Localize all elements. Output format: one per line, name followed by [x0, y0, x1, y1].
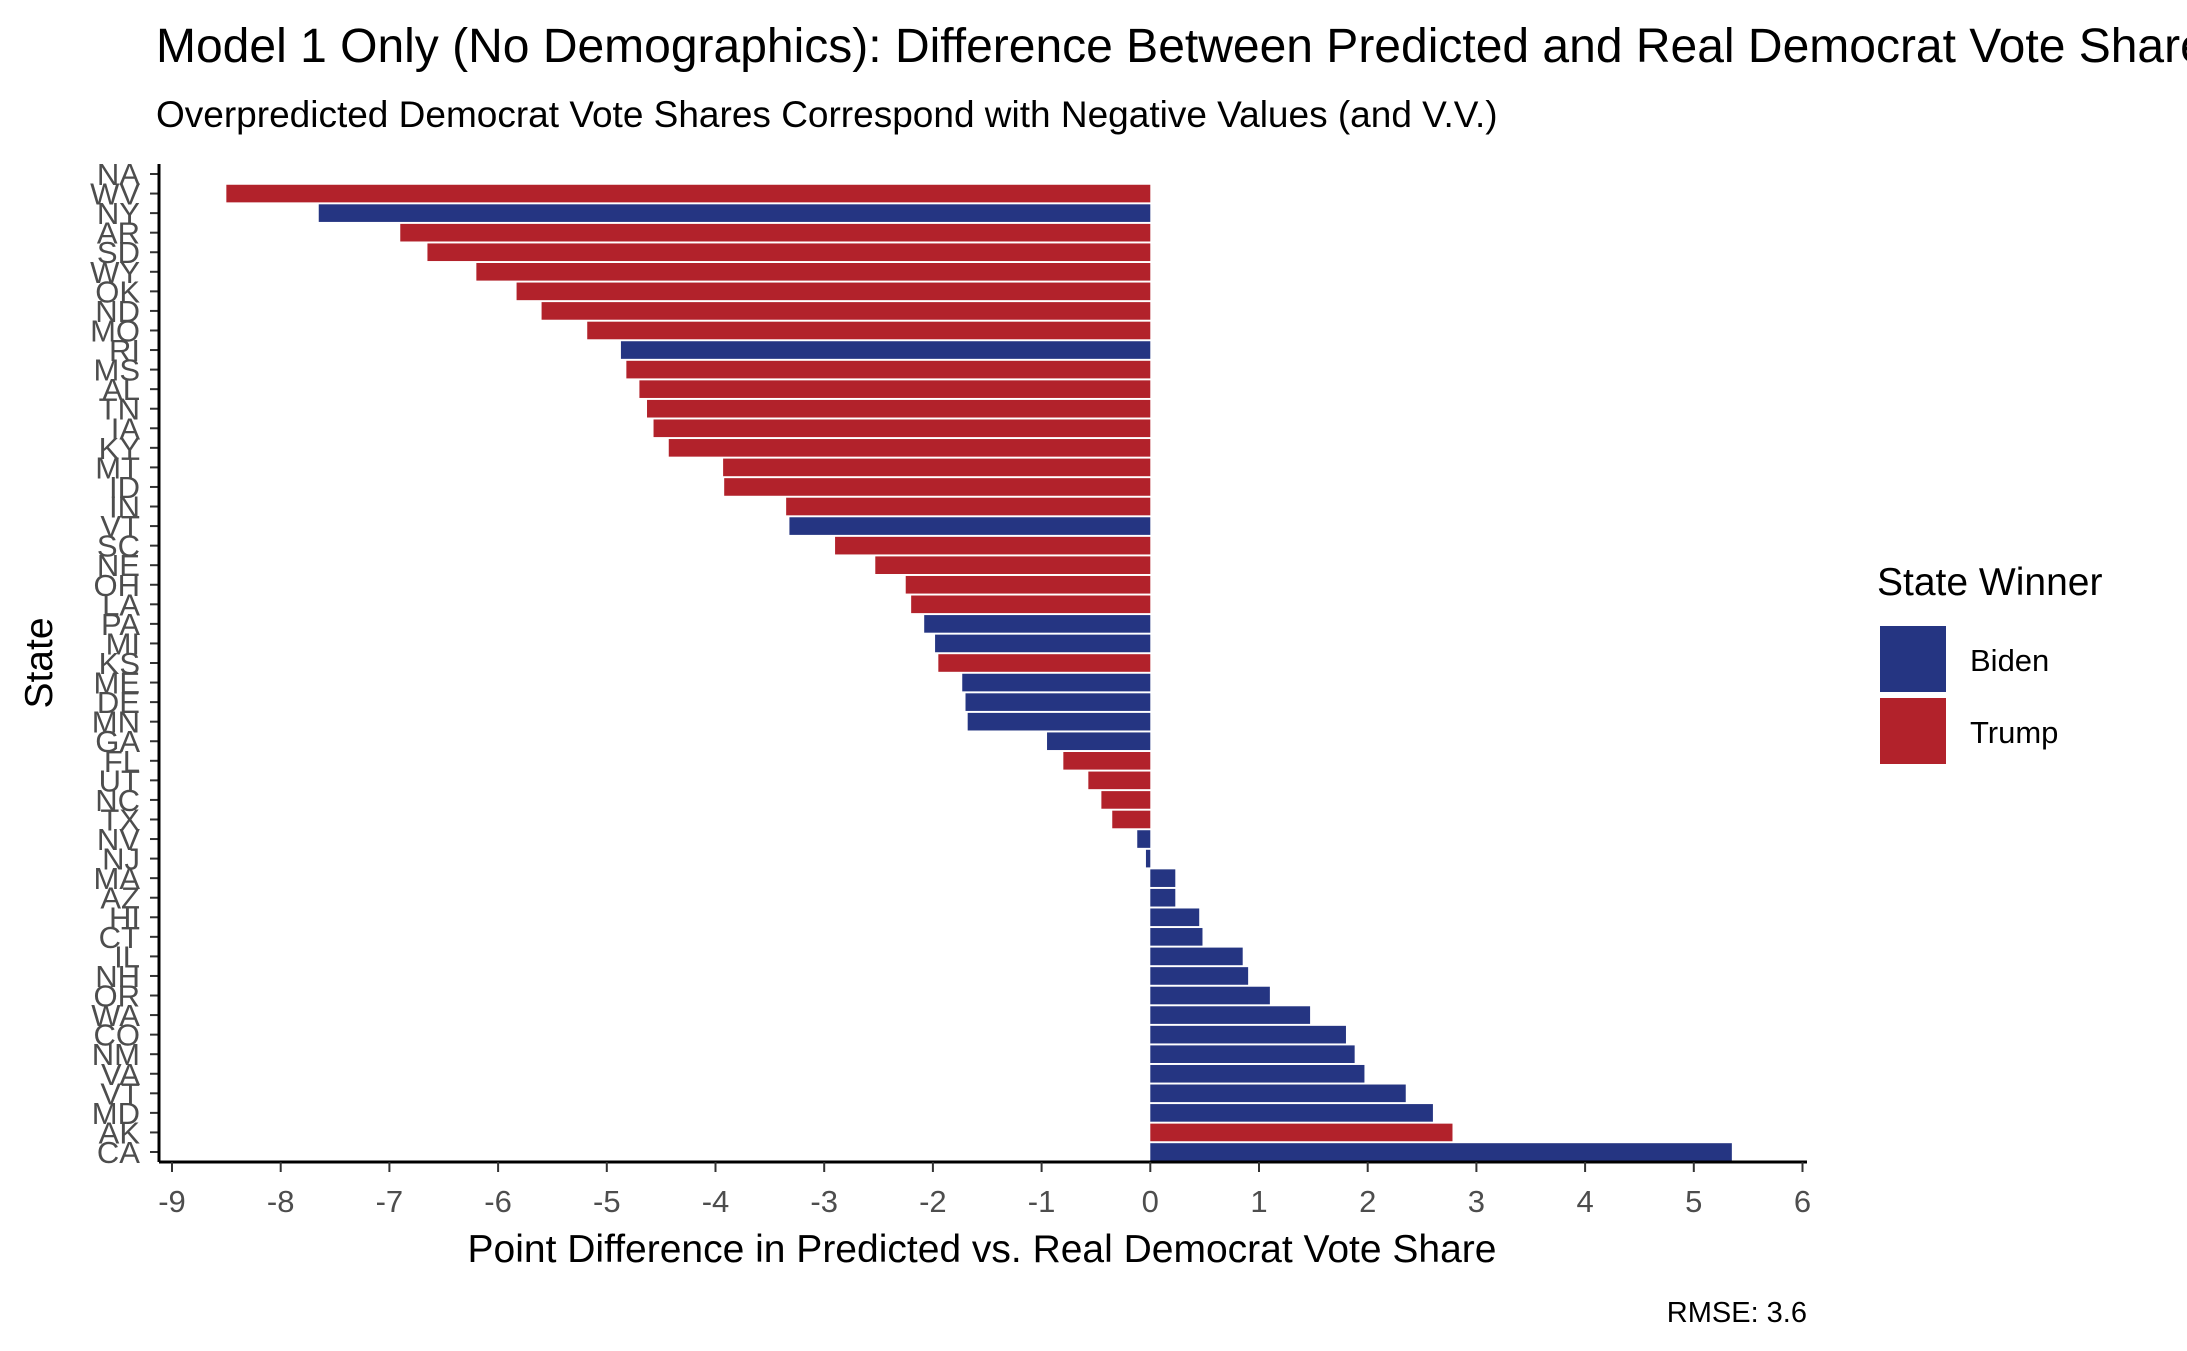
bar-ct: [1150, 928, 1202, 946]
bar-ak: [1150, 1124, 1452, 1142]
bar-hi: [1150, 908, 1199, 926]
x-tick-label: 5: [1685, 1184, 1702, 1219]
x-tick-label: -7: [376, 1184, 404, 1219]
bar-il: [1150, 948, 1242, 966]
bar-nc: [1101, 791, 1150, 809]
bar-nv: [1137, 830, 1150, 848]
x-tick-label: 3: [1468, 1184, 1485, 1219]
bar-co: [1150, 1026, 1346, 1044]
x-tick-label: -5: [593, 1184, 621, 1219]
bar-al: [639, 380, 1150, 398]
x-axis: -9 -8 -7 -6 -5 -4 -3 -2 -1 0 1 2 3 4 5 6: [158, 1162, 1811, 1219]
chart-title: Model 1 Only (No Demographics): Differen…: [156, 20, 2187, 73]
bar-in: [786, 498, 1150, 516]
bar-va: [1150, 1065, 1364, 1083]
x-tick-label: 0: [1142, 1184, 1159, 1219]
bar-md: [1150, 1104, 1433, 1122]
bar-ny: [319, 204, 1151, 222]
bar-ks: [938, 654, 1150, 672]
bar-la: [911, 596, 1150, 614]
bar-ne: [875, 556, 1150, 574]
legend: State Winner Biden Trump: [1877, 561, 2102, 764]
x-tick-label: -2: [919, 1184, 947, 1219]
bar-nd: [542, 302, 1151, 320]
legend-swatch-biden: [1880, 626, 1946, 692]
y-tick-labels: NAWVNYARSDWYOKNDMORIMSALTNIAKYMTIDINVTSC…: [90, 157, 159, 1170]
bar-sc: [835, 537, 1150, 555]
bar-mo: [587, 322, 1150, 340]
bar-nh: [1150, 967, 1248, 985]
bar-oh: [906, 576, 1151, 594]
y-tick-label: CA: [97, 1135, 140, 1170]
x-tick-label: -3: [810, 1184, 838, 1219]
x-tick-label: -6: [484, 1184, 512, 1219]
bar-sd: [427, 243, 1150, 261]
chart-subtitle: Overpredicted Democrat Vote Shares Corre…: [156, 94, 1498, 135]
bar-mi: [935, 635, 1150, 653]
legend-label-trump: Trump: [1970, 715, 2058, 750]
bar-ar: [400, 224, 1150, 242]
bar-or: [1150, 987, 1270, 1005]
x-axis-title: Point Difference in Predicted vs. Real D…: [468, 1228, 1497, 1271]
bar-tx: [1112, 811, 1150, 829]
legend-title: State Winner: [1877, 561, 2102, 604]
bar-ms: [626, 361, 1150, 379]
bar-wv: [226, 185, 1150, 203]
bar-mt: [723, 459, 1150, 477]
bar-ca: [1150, 1143, 1732, 1161]
bar-mn: [968, 713, 1151, 731]
bar-ky: [669, 439, 1151, 457]
rmse-caption: RMSE: 3.6: [1667, 1297, 1807, 1329]
y-axis-title: State: [18, 617, 61, 708]
x-tick-label: -4: [702, 1184, 730, 1219]
legend-swatch-trump: [1880, 698, 1946, 764]
x-tick-label: 1: [1250, 1184, 1267, 1219]
bar-ga: [1047, 732, 1150, 750]
bar-nj: [1146, 850, 1150, 868]
bar-wy: [476, 263, 1150, 281]
bar-nm: [1150, 1045, 1354, 1063]
bar-de: [966, 693, 1151, 711]
bar-az: [1150, 889, 1175, 907]
bar-fl: [1063, 752, 1150, 770]
bar-tn: [647, 400, 1150, 418]
bar-ma: [1150, 869, 1175, 887]
bar-vt: [789, 517, 1150, 535]
bar-wa: [1150, 1006, 1310, 1024]
bar-pa: [924, 615, 1150, 633]
x-tick-label: 2: [1359, 1184, 1376, 1219]
bars-group: [226, 185, 1731, 1161]
bar-ut: [1088, 772, 1150, 790]
x-tick-label: -8: [267, 1184, 295, 1219]
bar-vt: [1150, 1085, 1405, 1103]
x-tick-label: -1: [1028, 1184, 1056, 1219]
bar-id: [724, 478, 1150, 496]
bar-me: [962, 674, 1150, 692]
legend-label-biden: Biden: [1970, 643, 2049, 678]
x-tick-label: 4: [1576, 1184, 1593, 1219]
x-tick-label: 6: [1794, 1184, 1811, 1219]
bar-ia: [654, 419, 1151, 437]
bar-ri: [621, 341, 1150, 359]
x-tick-label: -9: [158, 1184, 186, 1219]
bar-ok: [517, 283, 1151, 301]
